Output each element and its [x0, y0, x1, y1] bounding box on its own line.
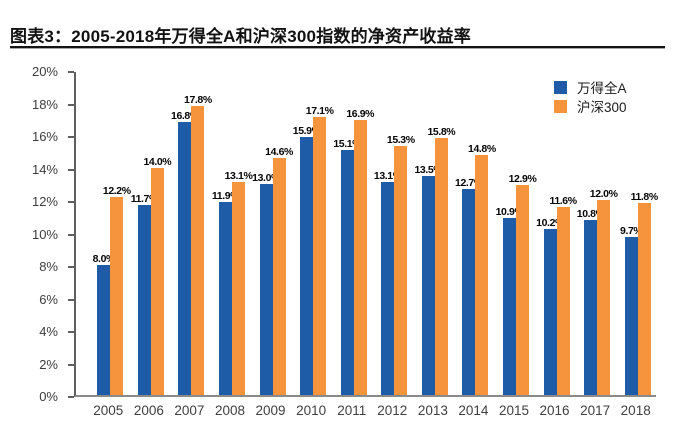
y-axis-tick-label: 18%: [31, 96, 58, 112]
x-axis-tick-label: 2010: [296, 403, 327, 418]
bar-series0-2006: [137, 204, 151, 395]
y-axis-tick: [68, 396, 74, 398]
bar-series0-2018: [624, 237, 638, 395]
bar-series0-2008: [219, 201, 232, 395]
bar-series0-2016: [543, 229, 557, 395]
x-axis-tick-label: 2009: [255, 403, 286, 418]
bar-value-label: 12.0%: [589, 188, 618, 200]
bar-value-label: 14.0%: [143, 155, 172, 168]
roe-bar-chart: 0% 2% 4% 6% 8% 10% 12% 14% 16% 18% 20% 万得全A 沪深300 …: [0, 60, 700, 440]
y-axis-tick-label: 0%: [39, 389, 58, 404]
y-axis-tick: [68, 103, 74, 106]
bar-value-label: 12.2%: [102, 184, 131, 197]
bar-series1-2010: [313, 117, 327, 395]
bar-series1-2008: [232, 182, 245, 395]
bar-value-label: 15.3%: [386, 134, 415, 147]
y-axis-tick-label: 2%: [39, 356, 58, 372]
x-axis-tick-label: 2013: [417, 403, 448, 418]
bar-series1-2006: [150, 167, 164, 395]
bar-series1-2015: [516, 185, 529, 395]
bar-series1-2005: [110, 196, 124, 395]
legend-item-wind-all-a: 万得全A: [554, 80, 627, 96]
y-axis-tick-label: 20%: [31, 64, 58, 79]
bar-value-label: 17.1%: [305, 105, 334, 118]
bar-series0-2007: [178, 122, 192, 395]
legend-item-csi300: 沪深300: [554, 99, 627, 115]
bar-series0-2011: [340, 149, 354, 395]
y-axis-tick-label: 10%: [31, 226, 58, 242]
bar-series1-2014: [475, 154, 489, 395]
legend-label: 万得全A: [577, 81, 627, 96]
bar-value-label: 11.6%: [549, 194, 577, 207]
legend-swatch-orange-icon: [554, 99, 567, 113]
bar-value-label: 8.0%: [92, 253, 116, 265]
y-axis-tick: [68, 136, 74, 138]
chart-legend: 万得全A 沪深300: [554, 80, 627, 118]
x-axis-tick-label: 2007: [174, 403, 205, 418]
x-axis-tick-label: 2012: [377, 403, 408, 418]
bar-series0-2013: [421, 175, 435, 395]
bar-value-label: 16.9%: [346, 108, 375, 121]
bar-series0-2015: [503, 217, 516, 395]
x-axis-tick-label: 2014: [458, 403, 489, 418]
y-axis-tick: [68, 363, 74, 366]
y-axis-tick: [68, 266, 74, 268]
bar-series0-2012: [381, 182, 395, 395]
bar-series0-2005: [97, 265, 111, 395]
bar-value-label: 11.8%: [630, 191, 659, 204]
bar-series1-2009: [272, 157, 286, 395]
bar-series1-2012: [394, 146, 408, 395]
x-axis-tick-label: 2015: [498, 403, 530, 418]
bar-value-label: 9.7%: [620, 225, 643, 238]
bar-series1-2011: [353, 120, 367, 395]
bar-series1-2017: [597, 200, 611, 395]
x-axis-tick-label: 2016: [539, 403, 570, 418]
y-axis-tick: [68, 298, 74, 301]
x-axis-tick-label: 2006: [133, 403, 164, 418]
y-axis-tick: [68, 233, 74, 236]
x-axis-tick-label: 2017: [580, 403, 611, 418]
y-axis-tick: [68, 168, 74, 171]
y-axis-tick-label: 14%: [31, 161, 58, 177]
x-axis-tick-label: 2011: [337, 403, 367, 418]
title-divider: [10, 46, 665, 49]
y-axis-tick: [68, 71, 74, 73]
plot-area: 万得全A 沪深300 8.0% 12.2% 11.7% 14.0% 16.8% 17.8%…: [68, 71, 659, 398]
bar-series1-2013: [434, 138, 448, 395]
legend-label: 沪深300: [577, 100, 627, 115]
bar-value-label: 15.8%: [427, 126, 456, 139]
bar-series1-2007: [191, 105, 205, 395]
bar-series0-2009: [259, 183, 273, 395]
bar-value-label: 17.8%: [184, 93, 212, 106]
bar-value-label: 13.1%: [224, 170, 253, 183]
bar-series1-2018: [637, 203, 651, 395]
x-axis-tick-label: 2018: [620, 403, 651, 418]
bar-value-label: 14.8%: [468, 142, 496, 155]
bar-series0-2017: [584, 219, 598, 395]
x-axis-tick-label: 2008: [214, 403, 246, 418]
x-axis-tick-label: 2005: [93, 403, 124, 418]
y-axis-tick-label: 16%: [31, 129, 58, 144]
bar-series1-2016: [556, 206, 570, 395]
legend-swatch-blue-icon: [554, 80, 567, 94]
y-axis-tick: [68, 201, 74, 203]
y-axis-tick: [68, 331, 74, 333]
bar-series0-2014: [462, 188, 476, 395]
y-axis-tick-label: 12%: [31, 194, 58, 209]
bar-series0-2010: [300, 136, 314, 395]
y-axis-tick-label: 6%: [39, 291, 58, 307]
y-axis-tick-label: 4%: [39, 324, 58, 339]
bar-value-label: 14.6%: [265, 145, 293, 158]
figure-header: 图表3：2005-2018年万得全A和沪深300指数的净资产收益率: [10, 22, 665, 47]
y-axis-tick-label: 8%: [39, 259, 58, 274]
bar-value-label: 12.9%: [508, 173, 537, 186]
figure-title: 图表3：2005-2018年万得全A和沪深300指数的净资产收益率: [10, 27, 471, 46]
